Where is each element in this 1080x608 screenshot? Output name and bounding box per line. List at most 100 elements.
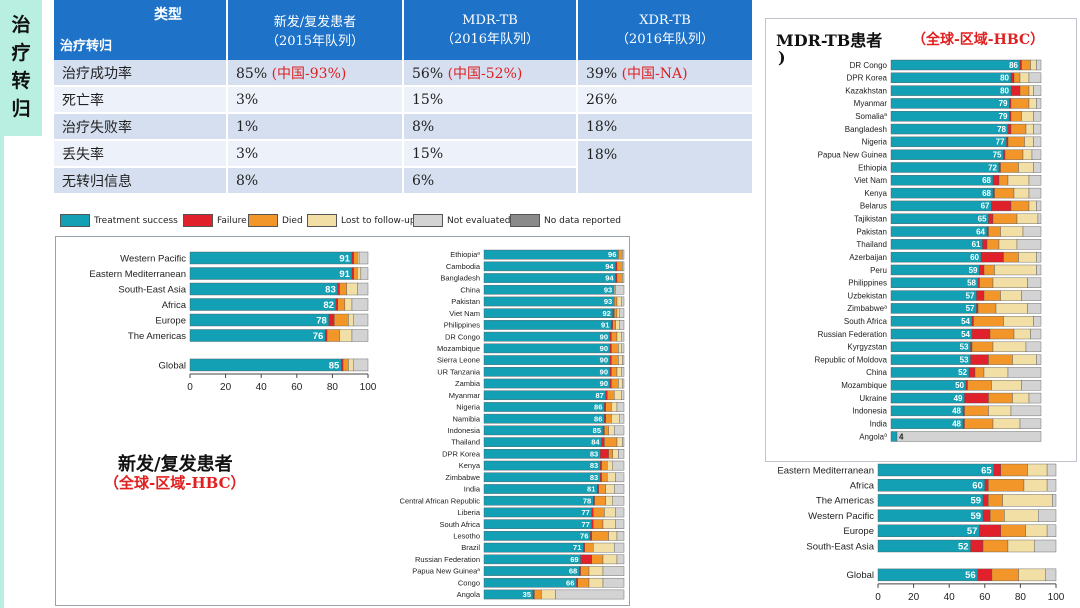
category-label-philippines: Philippines	[848, 279, 887, 288]
bar-treatment-success-belarus	[890, 200, 992, 212]
bar-died-thailand	[604, 437, 618, 447]
data-label-pakistan: 93	[604, 297, 612, 306]
bar-died-europe	[1000, 524, 1026, 538]
bar-treatment-success-philippines	[890, 277, 979, 288]
bar-lost-to-follow-up-myanmar	[613, 390, 622, 401]
header-col-mdr: MDR-TB （2016年队列）	[403, 0, 578, 60]
cell-value: 85%	[236, 65, 268, 82]
bar-died-zambia	[611, 378, 619, 389]
legend-item: Not evaluated	[413, 214, 511, 227]
bar-died-the-americas	[988, 494, 1003, 507]
bar-failure-myanmar	[605, 390, 608, 401]
bar-not-evaluated-africa	[351, 298, 369, 311]
bar-lost-to-follow-up-south-east-asia	[1007, 539, 1035, 553]
bar-died-kenya	[601, 460, 608, 471]
data-label-dpr-korea: 80	[1000, 74, 1009, 83]
bar-treatment-success-tajikistan	[890, 213, 989, 224]
row-label: 治疗成功率	[54, 60, 228, 87]
data-label-somalia: 79	[999, 112, 1008, 121]
bar-lost-to-follow-up-global	[348, 358, 354, 372]
bar-lost-to-follow-up-cambodia	[620, 261, 623, 272]
x-tick-label-100: 100	[1048, 592, 1065, 603]
category-label-global: Global	[159, 360, 186, 371]
x-tick-label-60: 60	[979, 592, 991, 603]
data-label-philippines: 91	[601, 321, 609, 330]
bar-treatment-success-philippines	[483, 320, 612, 330]
bar-not-evaluated-the-americas	[1052, 494, 1057, 507]
bar-failure-philippines	[611, 320, 613, 330]
bar-died-china	[974, 367, 985, 378]
bar-failure-kenya	[992, 187, 995, 199]
bar-died-pakistan	[613, 296, 618, 307]
bar-failure-congo	[576, 577, 578, 588]
data-label-cambodia: 94	[605, 262, 614, 271]
bar-failure-south-east-asia	[970, 539, 984, 553]
category-label-zimbabwe: Zimbabwe	[445, 473, 480, 482]
bar-treatment-success-dpr-korea	[890, 72, 1012, 84]
bar-failure-philippines	[977, 277, 980, 288]
header-col-line1: XDR-TB	[639, 13, 691, 28]
legend-item: Died	[248, 214, 303, 227]
right-caption-title: MDR-TB患者	[776, 31, 883, 50]
bar-not-evaluated-south-east-asia	[357, 282, 369, 296]
data-label-africa: 82	[323, 300, 334, 311]
legend-swatch	[307, 214, 337, 227]
bar-failure-peru	[979, 264, 985, 276]
data-label-angola: 4	[899, 432, 904, 441]
bar-died-pakistan	[988, 226, 1001, 237]
bar-lost-to-follow-up-papua-new-guinea	[1022, 149, 1033, 160]
bar-lost-to-follow-up-eastern-mediterranean	[357, 267, 362, 280]
bar-lost-to-follow-up-angola	[541, 589, 556, 600]
bar-failure-russian-federation	[971, 328, 991, 340]
bar-died-global	[342, 358, 349, 372]
bar-lost-to-follow-up-kenya	[1013, 187, 1030, 199]
category-label-brazil: Brazil	[461, 543, 480, 552]
category-label-mozambique: Mozambique	[437, 344, 480, 353]
bar-lost-to-follow-up-lesotho	[608, 531, 618, 541]
data-label-uzbekistan: 57	[966, 291, 975, 300]
bar-not-evaluated-eastern-mediterranean	[360, 267, 369, 280]
bar-failure-somalia	[1009, 111, 1012, 122]
data-label-south-africa: 54	[961, 317, 970, 326]
bar-treatment-success-africa	[189, 298, 337, 311]
bar-died-zimbabwe	[601, 472, 608, 483]
category-label-myanmar: Myanmar	[449, 391, 481, 400]
data-label-viet-nam: 68	[982, 176, 991, 185]
data-label-ethiopia: 96	[608, 250, 616, 259]
bar-lost-to-follow-up-azerbaijan	[1018, 251, 1037, 263]
table-cell: 26%	[577, 86, 754, 114]
data-label-papua-new-guinea: 68	[569, 567, 577, 576]
bar-lost-to-follow-up-thailand	[998, 239, 1018, 250]
table-cell: 3%	[227, 140, 404, 168]
bar-not-evaluated-myanmar	[620, 390, 625, 401]
bar-failure-republic-of-moldova	[970, 354, 989, 365]
table-cell: 8%	[227, 167, 404, 195]
bar-not-evaluated-russian-federation	[616, 554, 625, 565]
data-label-dr-congo: 90	[600, 332, 608, 341]
category-label-russian-federation: Russian Federation	[818, 330, 887, 339]
bar-died-india	[964, 418, 994, 429]
data-label-viet-nam: 92	[602, 309, 610, 318]
bar-not-evaluated-uzbekistan	[1021, 290, 1042, 301]
bar-treatment-success-china	[483, 284, 615, 295]
bar-failure-uzbekistan	[976, 290, 985, 301]
bar-lost-to-follow-up-bangladesh	[620, 273, 623, 283]
category-label-the-americas: The Americas	[128, 331, 186, 342]
bar-lost-to-follow-up-dpr-korea	[612, 449, 619, 459]
bar-not-evaluated-zimbabwe	[1027, 303, 1042, 314]
sidebar-char: 转	[11, 70, 31, 92]
category-label-europe: Europe	[155, 315, 186, 326]
regional-mdr-chart: Eastern Mediterranean 65 Africa 60 The Ameri…	[777, 463, 1065, 603]
table-row: 丢失率 3% 15% 18%	[54, 140, 754, 195]
right-caption-paren: )	[778, 48, 786, 67]
category-label-nigeria: Nigeria	[456, 403, 481, 412]
category-label-the-americas: The Americas	[816, 496, 874, 507]
bar-not-evaluated-pakistan	[620, 296, 625, 307]
bar-failure-europe	[979, 524, 1002, 538]
bar-died-somalia	[1010, 111, 1022, 122]
data-label-south-east-asia: 83	[325, 284, 336, 295]
bar-died-russian-federation	[591, 554, 604, 565]
bar-treatment-success-europe	[877, 524, 980, 538]
bar-died-eastern-mediterranean	[353, 267, 358, 280]
category-label-viet-nam: Viet Nam	[449, 309, 480, 318]
